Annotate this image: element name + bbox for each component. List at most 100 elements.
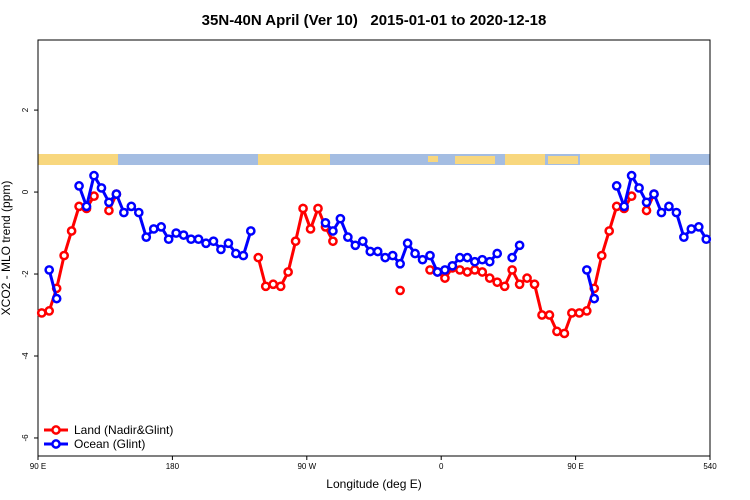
data-point <box>641 197 652 208</box>
data-point <box>36 308 47 318</box>
x-tick-label: 0 <box>439 462 444 471</box>
data-point <box>126 201 137 212</box>
data-point <box>51 293 62 304</box>
data-point <box>148 224 159 234</box>
series-line <box>47 171 708 299</box>
data-point <box>679 232 689 242</box>
data-point <box>596 250 607 261</box>
data-point <box>514 240 525 251</box>
data-point <box>469 256 480 267</box>
data-point <box>626 170 637 181</box>
y-tick-label: -4 <box>21 352 30 360</box>
data-point <box>641 205 652 216</box>
data-point <box>283 267 293 277</box>
data-point <box>104 197 114 208</box>
data-point <box>335 213 346 224</box>
data-point <box>350 240 361 251</box>
x-axis-label: Longitude (deg E) <box>326 477 421 491</box>
data-point <box>59 250 69 261</box>
data-point <box>223 238 234 249</box>
data-point <box>410 248 420 259</box>
data-point <box>447 260 458 271</box>
data-point <box>499 281 510 292</box>
data-point <box>484 273 495 283</box>
data-point <box>529 279 540 290</box>
data-point <box>484 256 495 267</box>
data-point <box>208 236 219 247</box>
data-point <box>589 293 600 304</box>
data-point <box>537 310 547 320</box>
data-point <box>156 222 167 232</box>
y-tick-label: 0 <box>21 189 30 194</box>
data-point <box>425 265 435 275</box>
legend-marker <box>51 425 61 435</box>
data-point <box>395 258 405 269</box>
x-tick-label: 90 E <box>30 462 46 471</box>
data-point <box>193 234 204 245</box>
data-point <box>328 236 338 247</box>
data-point <box>469 265 480 275</box>
data-point <box>186 234 196 245</box>
data-point <box>492 277 503 288</box>
data-point <box>649 189 659 199</box>
data-point <box>96 183 107 193</box>
data-point <box>231 248 241 259</box>
data-point <box>119 207 129 218</box>
data-point <box>201 238 211 249</box>
data-point <box>611 181 622 191</box>
data-point <box>544 310 555 320</box>
data-point <box>298 203 308 214</box>
data-point <box>432 267 443 277</box>
data-point <box>74 181 84 191</box>
data-point <box>477 254 488 265</box>
data-point <box>507 265 517 275</box>
data-point <box>492 248 503 259</box>
data-point <box>522 273 532 283</box>
y-tick-label: -2 <box>21 270 30 278</box>
data-point <box>372 246 383 257</box>
y-tick-label: 2 <box>21 107 30 112</box>
data-point <box>581 265 592 275</box>
data-point <box>455 265 465 275</box>
data-point <box>268 279 279 290</box>
x-tick-label: 90 W <box>297 462 316 471</box>
legend-label: Land (Nadir&Glint) <box>74 423 173 437</box>
data-point <box>89 170 99 181</box>
data-point <box>552 326 562 337</box>
y-axis-label: XCO2 - MLO trend (ppm) <box>0 181 13 316</box>
data-point <box>365 246 376 257</box>
data-point <box>178 230 189 240</box>
data-point <box>559 328 570 339</box>
x-tick-label: 90 E <box>567 462 583 471</box>
data-point <box>455 252 465 263</box>
data-point <box>440 273 450 283</box>
data-point <box>275 281 286 292</box>
legend-marker <box>51 439 61 449</box>
data-point <box>395 285 405 296</box>
data-point <box>141 232 152 242</box>
data-point <box>507 252 517 263</box>
data-point <box>574 308 585 318</box>
data-point <box>290 236 301 247</box>
data-point <box>44 306 55 316</box>
data-point <box>402 238 413 249</box>
data-point <box>477 267 488 277</box>
data-point <box>305 224 316 234</box>
data-point <box>343 232 353 242</box>
data-point <box>604 226 615 236</box>
data-point <box>417 254 428 265</box>
data-point <box>686 224 697 234</box>
data-point <box>567 308 577 318</box>
data-point <box>245 226 256 236</box>
data-point <box>462 267 473 277</box>
data-point <box>634 183 644 193</box>
data-point <box>440 265 450 275</box>
data-point <box>357 236 368 247</box>
data-point <box>171 228 181 238</box>
data-point <box>111 189 122 199</box>
series-line <box>41 193 656 336</box>
data-point <box>133 207 144 218</box>
data-point <box>89 191 99 202</box>
data-point <box>619 201 629 212</box>
